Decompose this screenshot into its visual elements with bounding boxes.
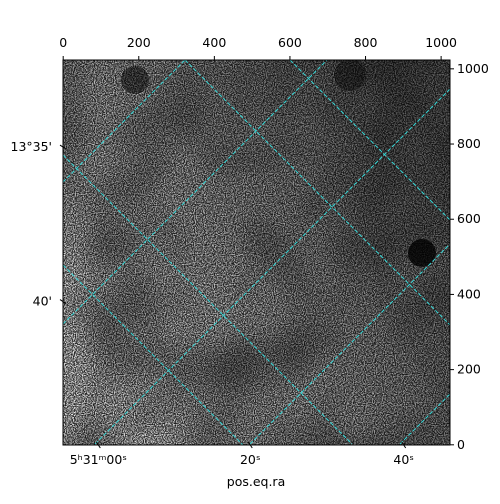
y-tick-label: 1000 bbox=[457, 61, 489, 76]
y-tick-label: 200 bbox=[457, 362, 481, 377]
ra-tick bbox=[401, 441, 407, 449]
x-tick-label: 400 bbox=[202, 35, 226, 50]
ra-tick-label: 5ʰ31ᵐ00ˢ bbox=[70, 452, 127, 467]
y-tick-label: 800 bbox=[457, 136, 481, 151]
dec-tick bbox=[59, 299, 67, 304]
x-tick-label: 800 bbox=[354, 35, 378, 50]
x-tick-label: 0 bbox=[59, 35, 67, 50]
ra-tick bbox=[247, 441, 253, 449]
plot-frame bbox=[62, 59, 451, 446]
y-tick-label: 0 bbox=[457, 437, 465, 452]
x-axis-label: pos.eq.ra bbox=[227, 474, 285, 489]
x-tick-label: 600 bbox=[278, 35, 302, 50]
y-tick-label: 400 bbox=[457, 286, 481, 301]
x-tick-label: 1000 bbox=[425, 35, 457, 50]
ra-tick-label: 20ˢ bbox=[240, 452, 261, 467]
dec-tick-label: 40' bbox=[33, 294, 52, 309]
coordinate-grid bbox=[63, 60, 450, 445]
ra-tick-label: 40ˢ bbox=[393, 452, 414, 467]
ra-tick bbox=[95, 441, 101, 449]
dec-tick-label: 13°35' bbox=[11, 139, 53, 154]
dec-tick bbox=[59, 144, 67, 150]
x-tick-label: 200 bbox=[127, 35, 151, 50]
y-tick-label: 600 bbox=[457, 211, 481, 226]
sky-image bbox=[63, 60, 450, 445]
